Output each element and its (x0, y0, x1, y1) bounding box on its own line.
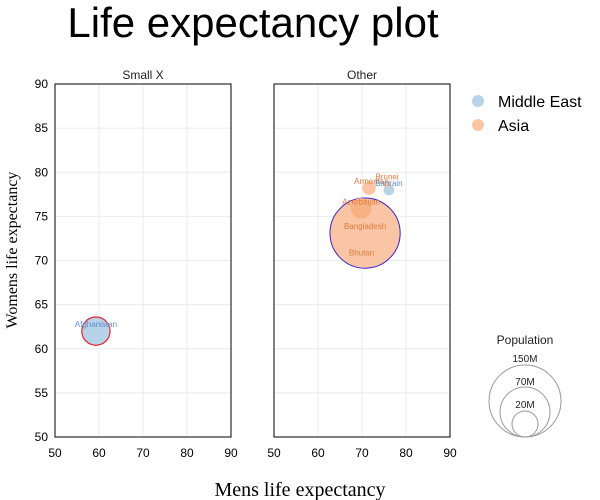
size-legend-label-20m: 20M (515, 400, 534, 411)
x-tick-label: 90 (224, 446, 238, 460)
point-label-bangladesh: Bangladesh (344, 222, 386, 231)
facet-small-x-x-ticks: 50 60 70 80 90 (48, 446, 238, 460)
x-tick-label: 50 (267, 446, 281, 460)
y-tick-label: 70 (35, 254, 49, 268)
point-label-brunei: Brunei (376, 173, 399, 182)
y-tick-label: 55 (35, 386, 49, 400)
size-legend-label-70m: 70M (515, 377, 534, 388)
x-tick-label: 60 (92, 446, 106, 460)
x-tick-label: 50 (48, 446, 62, 460)
facet-other-title: Other (347, 68, 377, 82)
point-brunei (383, 179, 391, 188)
facet-other-frame (273, 83, 451, 438)
size-legend-title: Population (497, 333, 554, 347)
facet-small-x-frame (54, 83, 232, 438)
y-tick-label: 50 (35, 430, 49, 444)
facet-other: Other Bangladesh Azerbaijan ArmeniaBahrain… (267, 68, 457, 460)
size-legend: Population 150M 70M 20M (488, 333, 562, 438)
x-tick-label: 70 (136, 446, 150, 460)
point-label-afghanistan: Afghanistan (75, 320, 117, 329)
legend-swatch-asia (472, 119, 484, 131)
y-tick-label: 80 (35, 165, 49, 179)
size-legend-circle-20m (511, 410, 539, 438)
legend-swatch-middle-east (472, 95, 484, 107)
point-armenia (362, 181, 376, 195)
color-legend: Middle East Asia (472, 94, 582, 135)
y-axis-label: Womens life expectancy (4, 172, 21, 329)
y-tick-label: 60 (35, 342, 49, 356)
y-tick-label: 85 (35, 121, 49, 135)
point-bangladesh (329, 197, 401, 269)
x-tick-label: 70 (355, 446, 369, 460)
x-tick-label: 80 (399, 446, 413, 460)
point-label-azerbaijan: Azerbaijan (342, 197, 380, 206)
facet-small-x-grid (55, 84, 231, 437)
legend-label-middle-east: Middle East (498, 94, 582, 111)
point-afghanistan (81, 316, 111, 346)
x-axis-label: Mens life expectancy (214, 479, 385, 500)
x-tick-label: 90 (443, 446, 457, 460)
facet-small-x-marks: Afghanistan (75, 316, 117, 346)
size-legend-circle-70m (499, 386, 551, 438)
point-bhutan (357, 255, 367, 265)
y-tick-label: 90 (35, 77, 49, 91)
x-tick-label: 60 (311, 446, 325, 460)
y-tick-label: 65 (35, 298, 49, 312)
point-label-armenia: Armenia (354, 177, 384, 186)
legend-label-asia: Asia (498, 118, 529, 135)
x-tick-label: 80 (180, 446, 194, 460)
facet-small-x: Small X Afghanistan 50 60 70 80 90 50 55 60 65 7… (35, 68, 238, 460)
point-label-bahrain: Bahrain (375, 179, 403, 188)
y-axis-ticks: 50 55 60 65 70 75 80 85 90 (35, 77, 49, 444)
facet-other-x-ticks: 50 60 70 80 90 (267, 446, 457, 460)
chart-title: Life expectancy plot (67, 0, 439, 46)
point-label-bhutan: Bhutan (349, 249, 374, 258)
y-tick-label: 75 (35, 209, 49, 223)
facet-small-x-title: Small X (122, 68, 163, 82)
size-legend-label-150m: 150M (512, 354, 537, 365)
point-azerbaijan (350, 198, 372, 219)
